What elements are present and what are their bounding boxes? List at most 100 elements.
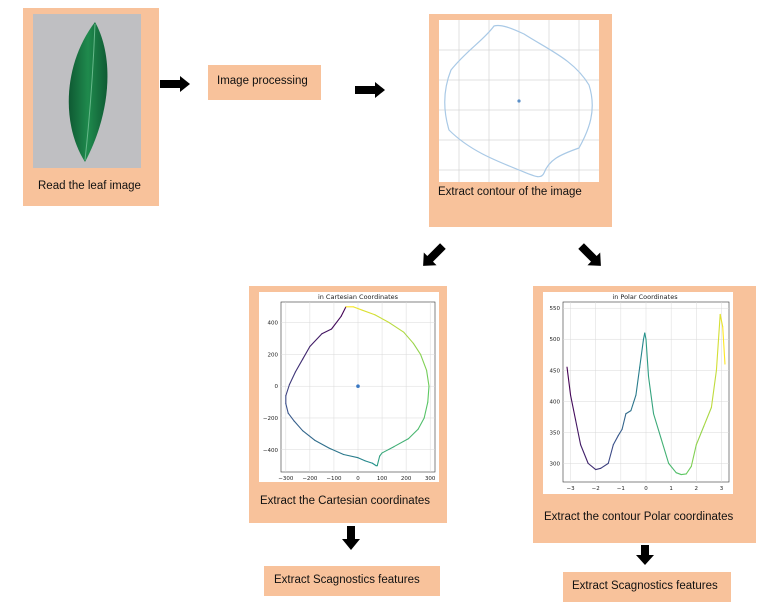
step-scagnostics-right: Extract Scagnostics features: [563, 572, 731, 602]
series-segment: [660, 438, 670, 464]
x-tick-label: 300: [425, 476, 436, 482]
series-segment: [381, 446, 395, 454]
x-tick-label: 1: [669, 486, 673, 492]
chart-title: in Polar Coordinates: [612, 293, 678, 301]
series-segment: [412, 342, 422, 355]
cartesian-plot: in Cartesian Coordinates −300 −200 −100 0 10…: [259, 292, 439, 482]
series-segment: [595, 467, 602, 471]
series-segment: [710, 369, 717, 409]
series-segment: [719, 313, 724, 328]
arrow-down-icon: [636, 545, 654, 565]
series-segment: [285, 384, 290, 397]
series-segment: [617, 428, 623, 436]
series-segment: [639, 338, 645, 368]
series-segment: [621, 413, 627, 430]
y-tick-label: −200: [263, 416, 279, 422]
series-segment: [420, 353, 428, 371]
series-segment: [612, 434, 619, 446]
y-tick-label: −400: [263, 448, 279, 454]
series-segment: [695, 425, 705, 446]
y-tick-label: 0: [275, 384, 279, 390]
step-cartesian-label: Extract the Cartesian coordinates: [260, 495, 431, 507]
series-segment: [403, 331, 414, 344]
center-point: [356, 384, 360, 389]
series-segment: [294, 358, 304, 373]
series-segment: [328, 447, 345, 456]
step-polar-coordinates: in Polar Coordinates −3 −2 −1 0 1 2 3 550 500 450…: [533, 286, 756, 543]
series-segment: [321, 328, 333, 335]
series-segment: [600, 462, 609, 469]
step-cartesian-coordinates: in Cartesian Coordinates −300 −200 −100 0 10…: [249, 286, 447, 523]
series-segment: [645, 338, 650, 378]
series-segment: [364, 460, 373, 464]
series-segment: [302, 430, 316, 441]
x-tick-label: −300: [278, 476, 294, 482]
x-tick-label: 0: [356, 476, 360, 482]
x-tick-label: −1: [617, 486, 625, 492]
y-tick-label: 350: [550, 430, 561, 436]
series-segment: [357, 457, 366, 462]
series-segment: [388, 322, 405, 333]
step-extract-contour: Extract contour of the image: [429, 14, 612, 227]
y-tick-label: 550: [550, 306, 561, 312]
series-segment: [580, 444, 589, 464]
series-segment: [635, 366, 641, 396]
series-segment: [703, 406, 712, 427]
series-segment: [675, 472, 682, 476]
series-segment: [293, 420, 304, 432]
arrow-right-icon: [355, 82, 385, 98]
series-segment: [668, 462, 677, 474]
series-segment: [374, 314, 390, 324]
x-tick-label: 2: [695, 486, 699, 492]
leaf-icon: [68, 22, 108, 162]
series-segment: [352, 306, 363, 311]
series-segment: [407, 428, 419, 440]
series-segment: [417, 417, 425, 430]
series-segment: [371, 462, 377, 467]
step-read-label: Read the leaf image: [38, 180, 141, 192]
arrow-down-right-icon: [578, 243, 601, 266]
chart-title: in Cartesian Coordinates: [318, 293, 399, 301]
series-segment: [427, 385, 430, 403]
series-segment: [607, 444, 614, 464]
step-scag-right-label: Extract Scagnostics features: [572, 580, 718, 592]
series-segment: [314, 439, 330, 449]
series-segment: [644, 332, 647, 340]
series-segment: [309, 333, 323, 348]
x-tick-label: 100: [377, 476, 388, 482]
series-segment: [423, 401, 429, 419]
series-segment: [566, 366, 572, 396]
arrow-down-icon: [342, 526, 360, 550]
series-segment: [685, 465, 692, 475]
contour-image: [439, 20, 599, 182]
y-tick-label: 400: [550, 399, 561, 405]
series-segment: [361, 309, 376, 316]
series-segment: [722, 326, 726, 365]
x-tick-label: −200: [302, 476, 318, 482]
leaf-photo: [33, 14, 141, 168]
step-image-processing: Image processing: [208, 65, 321, 100]
series-segment: [630, 394, 637, 412]
y-tick-label: 500: [550, 337, 561, 343]
series-segment: [652, 413, 662, 440]
series-segment: [343, 453, 359, 459]
x-tick-label: 200: [401, 476, 412, 482]
y-tick-label: 450: [550, 368, 561, 374]
series-segment: [379, 452, 383, 457]
series-segment: [330, 315, 342, 330]
series-segment: [587, 462, 597, 471]
series-segment: [647, 375, 655, 415]
step-scag-left-label: Extract Scagnostics features: [274, 574, 420, 586]
series-segment: [302, 345, 311, 360]
x-tick-label: 3: [720, 486, 724, 492]
series-segment: [575, 419, 582, 446]
series-segment: [715, 313, 721, 371]
series-segment: [569, 394, 577, 421]
y-tick-label: 400: [268, 321, 279, 327]
y-tick-label: 200: [268, 352, 279, 358]
cartesian-chart: in Cartesian Coordinates −300 −200 −100 0 10…: [263, 293, 436, 482]
series-segment: [340, 306, 347, 317]
step-polar-label: Extract the contour Polar coordinates: [544, 511, 734, 523]
series-segment: [393, 438, 410, 448]
series-segment: [376, 455, 381, 467]
